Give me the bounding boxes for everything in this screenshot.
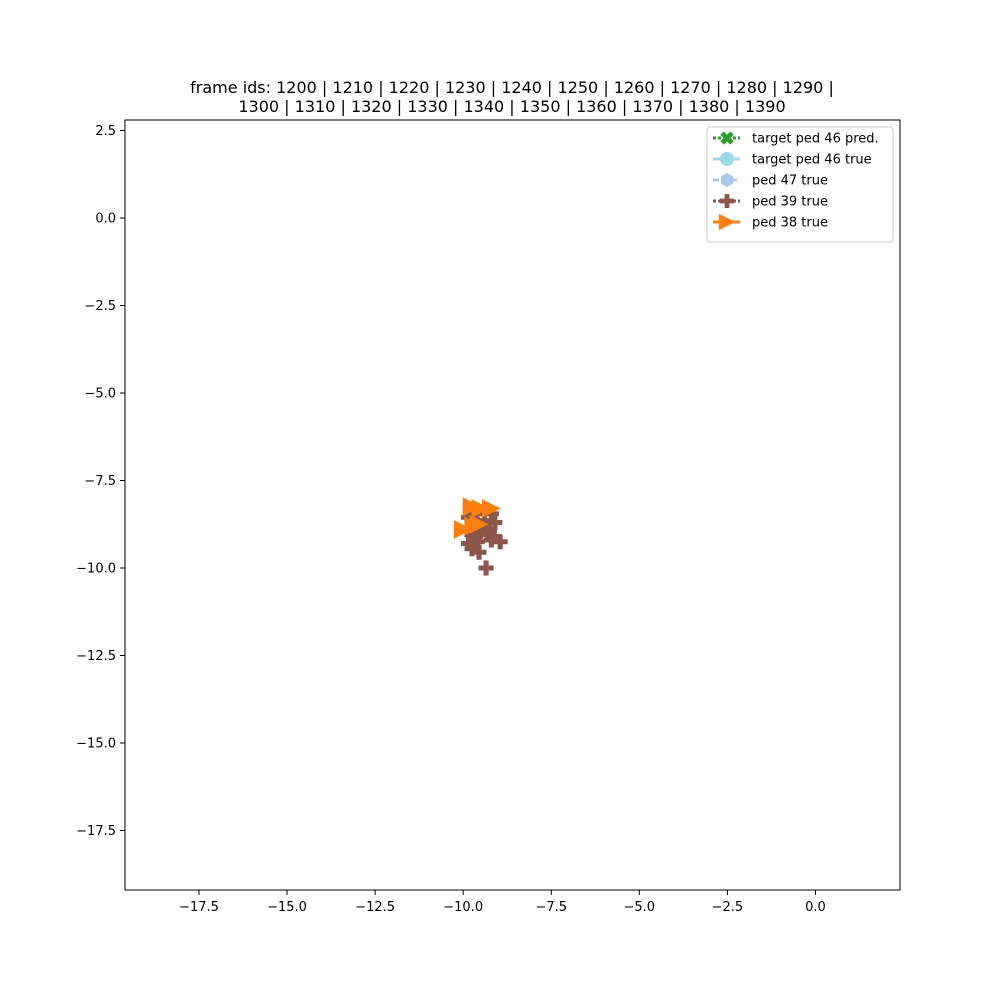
y-tick-label: −10.0 bbox=[76, 562, 116, 577]
legend-label: ped 39 true bbox=[752, 195, 828, 210]
x-tick-label: −5.0 bbox=[624, 900, 656, 915]
y-tick-label: 2.5 bbox=[95, 124, 116, 139]
x-tick-label: −15.0 bbox=[267, 900, 307, 915]
x-tick-label: −17.5 bbox=[179, 900, 219, 915]
data-point bbox=[482, 523, 498, 539]
series-4 bbox=[453, 497, 501, 539]
data-point bbox=[469, 514, 489, 534]
data-point bbox=[487, 515, 503, 530]
data-point bbox=[483, 532, 499, 548]
legend-item: target ped 46 true bbox=[713, 152, 872, 168]
data-point bbox=[482, 499, 501, 518]
x-tick-label: −10.0 bbox=[443, 900, 483, 915]
legend-item: target ped 46 pred. bbox=[713, 131, 879, 147]
data-point bbox=[471, 544, 487, 560]
x-tick-label: −7.5 bbox=[535, 900, 567, 915]
legend-marker bbox=[720, 131, 734, 145]
legend-marker bbox=[720, 173, 734, 187]
legend-label: ped 38 true bbox=[752, 216, 828, 231]
data-point bbox=[464, 527, 480, 543]
data-point bbox=[478, 560, 494, 576]
chart-title-line-1: frame ids: 1200 | 1210 | 1220 | 1230 | 1… bbox=[190, 78, 834, 97]
legend: target ped 46 pred. target ped 46 true ped… bbox=[706, 126, 894, 243]
data-point bbox=[476, 513, 492, 529]
legend-item: ped 47 true bbox=[713, 173, 828, 189]
legend-marker bbox=[720, 152, 734, 166]
legend-frame bbox=[706, 126, 894, 243]
y-tick-label: −7.5 bbox=[84, 474, 116, 489]
series-3 bbox=[460, 506, 508, 576]
data-point bbox=[471, 499, 491, 518]
data-point bbox=[464, 541, 480, 557]
data-point bbox=[473, 523, 489, 539]
legend-item: ped 38 true bbox=[713, 213, 828, 231]
data-point bbox=[469, 534, 485, 550]
y-tick-label: −15.0 bbox=[76, 737, 116, 752]
legend-label: target ped 46 true bbox=[752, 153, 872, 168]
y-tick-label: −5.0 bbox=[84, 387, 116, 402]
chart-title-line-2: 1300 | 1310 | 1320 | 1330 | 1340 | 1350 … bbox=[238, 97, 785, 116]
data-point bbox=[453, 520, 473, 539]
y-tick-label: −12.5 bbox=[76, 649, 116, 664]
legend-label: target ped 46 pred. bbox=[752, 132, 879, 147]
data-point bbox=[492, 534, 508, 550]
data-point bbox=[460, 536, 476, 551]
legend-label: ped 47 true bbox=[752, 174, 828, 189]
data-point bbox=[483, 506, 499, 522]
x-axis: −17.5 −15.0 −12.5 −10.0 −7.5 −5.0 −2.5 0.0 bbox=[179, 890, 826, 915]
data-point bbox=[460, 509, 476, 525]
y-tick-label: −2.5 bbox=[84, 299, 116, 314]
legend-item: ped 39 true bbox=[713, 194, 828, 210]
x-tick-label: −2.5 bbox=[712, 900, 744, 915]
x-tick-label: −12.5 bbox=[355, 900, 395, 915]
y-axis: 2.5 0.0 −2.5 −5.0 −7.5 −10.0 −12.5 −15.0 −17.5 bbox=[76, 124, 125, 839]
legend-marker bbox=[720, 194, 734, 208]
legend-marker bbox=[718, 213, 736, 231]
plot-area bbox=[453, 497, 508, 576]
axes-frame bbox=[124, 119, 901, 891]
y-tick-label: −17.5 bbox=[76, 824, 116, 839]
x-tick-label: 0.0 bbox=[805, 900, 826, 915]
y-tick-label: 0.0 bbox=[95, 212, 116, 227]
